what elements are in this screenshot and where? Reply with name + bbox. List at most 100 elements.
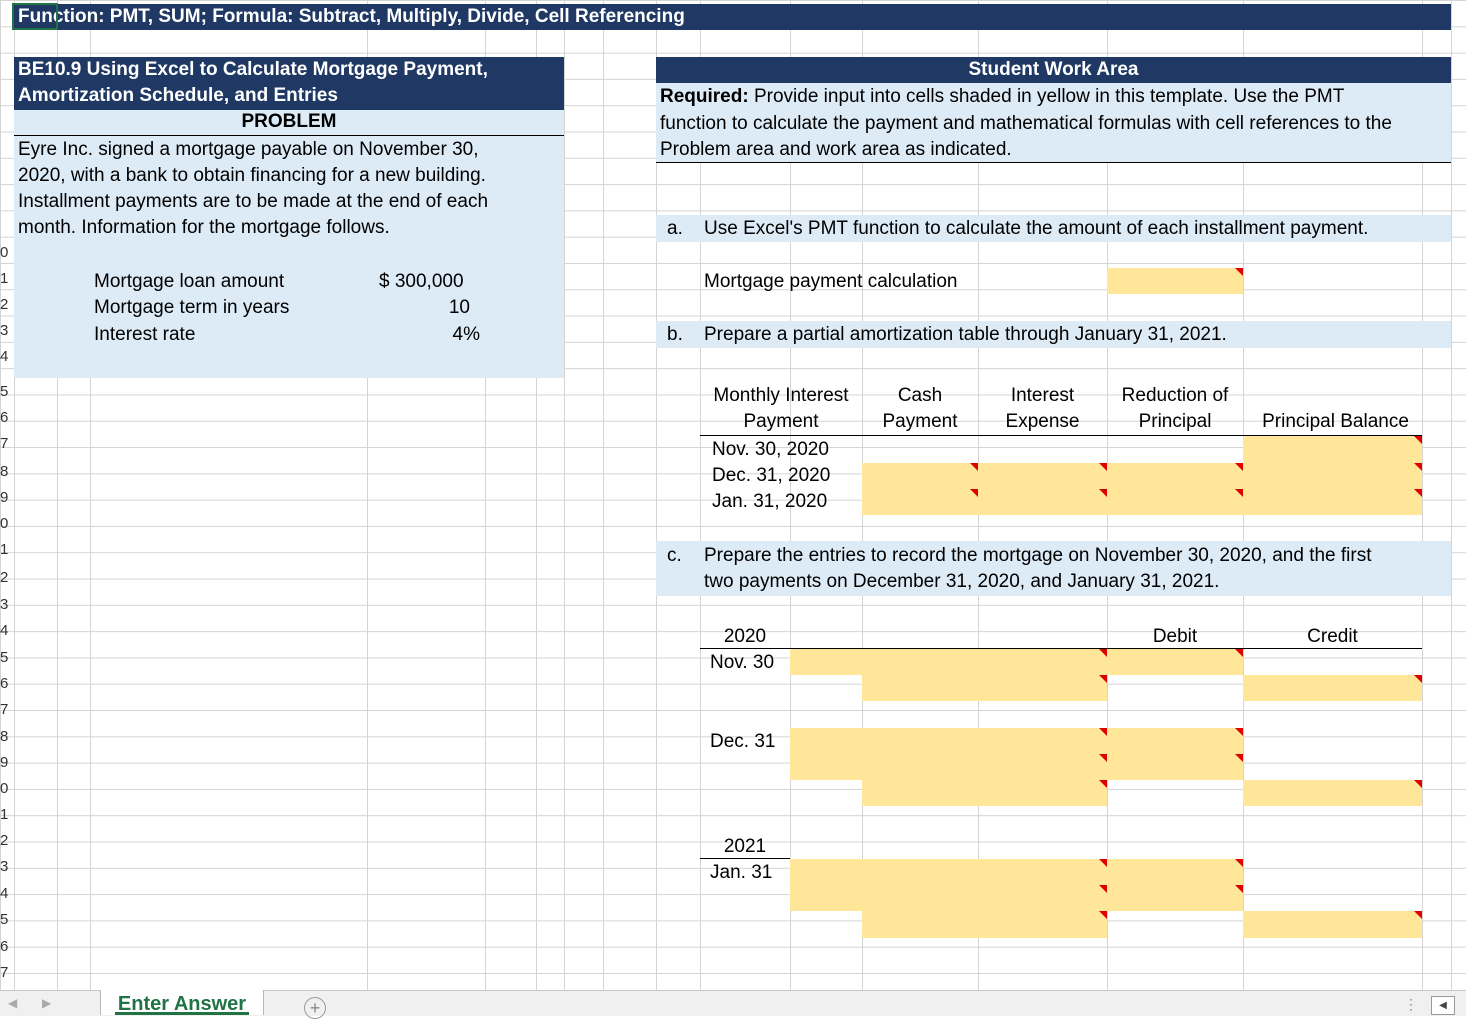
required-label: Required: xyxy=(660,86,749,107)
journal-input-cell[interactable] xyxy=(1243,675,1422,701)
row-number[interactable]: 4 xyxy=(0,622,8,639)
comment-indicator xyxy=(1235,859,1243,867)
problem-desc-line: Eyre Inc. signed a mortgage payable on N… xyxy=(18,139,479,160)
journal-year-rule xyxy=(700,858,790,859)
journal-input-cell[interactable] xyxy=(1243,780,1422,806)
row-number[interactable]: 9 xyxy=(0,489,8,506)
row-number[interactable]: 8 xyxy=(0,463,8,480)
journal-year-2020: 2020 xyxy=(723,626,767,647)
row-number[interactable]: 1 xyxy=(0,541,8,558)
table-header-rule xyxy=(700,435,1422,436)
row-number[interactable]: 3 xyxy=(0,596,8,613)
work-area-header: Student Work Area xyxy=(656,57,1451,83)
part-b-row xyxy=(656,321,1451,348)
scroll-left-button[interactable]: ◀ xyxy=(1431,996,1455,1015)
comment-indicator xyxy=(1099,649,1107,657)
required-block xyxy=(656,83,1451,162)
row-number[interactable]: 5 xyxy=(0,911,8,928)
row-number[interactable]: 0 xyxy=(0,515,8,532)
amort-input-cells[interactable] xyxy=(862,463,1422,515)
amort-row-label: Jan. 31, 2020 xyxy=(712,491,828,512)
col-header-interest-2: Expense xyxy=(1005,411,1080,432)
row-number[interactable]: 0 xyxy=(0,244,8,261)
comment-indicator xyxy=(1414,463,1422,471)
row-number[interactable]: 3 xyxy=(0,858,8,875)
row-number[interactable]: 6 xyxy=(0,675,8,692)
problem-header-rule xyxy=(14,135,564,136)
row-number[interactable]: 0 xyxy=(0,780,8,797)
part-a-letter: a. xyxy=(667,218,683,239)
journal-date-jan31: Jan. 31 xyxy=(710,862,773,883)
row-number[interactable]: 6 xyxy=(0,409,8,426)
journal-input-row[interactable] xyxy=(790,649,1243,675)
part-c-instruction-2: two payments on December 31, 2020, and J… xyxy=(704,571,1220,592)
part-c-instruction: Prepare the entries to record the mortga… xyxy=(704,545,1372,566)
comment-indicator xyxy=(1414,489,1422,497)
payment-input-cell[interactable] xyxy=(1107,268,1243,294)
col-header-interest: Interest xyxy=(1010,385,1075,406)
journal-header-rule xyxy=(700,648,1422,649)
part-b-instruction: Prepare a partial amortization table thr… xyxy=(704,324,1227,345)
journal-input-cell[interactable] xyxy=(862,911,1107,938)
comment-indicator xyxy=(1235,489,1243,497)
row-number[interactable]: 2 xyxy=(0,569,8,586)
gridline xyxy=(1422,0,1423,990)
row-number[interactable]: 2 xyxy=(0,296,8,313)
interest-rate-value[interactable]: 4% xyxy=(452,324,480,345)
col-header-reduction-2: Principal xyxy=(1138,411,1212,432)
journal-input-rows[interactable] xyxy=(790,728,1243,780)
gridline xyxy=(656,0,657,990)
comment-indicator xyxy=(1099,489,1107,497)
gridline xyxy=(603,0,604,990)
next-sheet-arrow-icon[interactable]: ▶ xyxy=(42,996,52,1010)
row-number[interactable]: 9 xyxy=(0,754,8,771)
journal-input-cell[interactable] xyxy=(1243,911,1422,938)
comment-indicator xyxy=(1235,268,1243,276)
prev-sheet-arrow-icon[interactable]: ◀ xyxy=(8,996,18,1010)
comment-indicator xyxy=(1235,885,1243,893)
row-number[interactable]: 4 xyxy=(0,885,8,902)
comment-indicator xyxy=(1099,728,1107,736)
tab-split-handle-icon[interactable]: ⋮ xyxy=(1404,996,1418,1012)
gridline xyxy=(90,0,91,990)
active-cell-selection[interactable] xyxy=(12,3,58,30)
comment-indicator xyxy=(1099,859,1107,867)
banner-text: Function: PMT, SUM; Formula: Subtract, M… xyxy=(18,6,685,27)
row-number[interactable]: 1 xyxy=(0,270,8,287)
comment-indicator xyxy=(970,463,978,471)
loan-amount-label: Mortgage loan amount xyxy=(94,271,285,292)
required-line3: Problem area and work area as indicated. xyxy=(660,139,1012,160)
row-number[interactable]: 7 xyxy=(0,964,8,981)
row-number[interactable]: 1 xyxy=(0,806,8,823)
journal-input-rows[interactable] xyxy=(790,859,1243,911)
problem-desc-line: month. Information for the mortgage foll… xyxy=(18,217,390,238)
row-number[interactable]: 7 xyxy=(0,701,8,718)
row-number[interactable]: 2 xyxy=(0,832,8,849)
journal-input-cell[interactable] xyxy=(862,780,1107,806)
title-banner: Function: PMT, SUM; Formula: Subtract, M… xyxy=(14,4,1451,30)
problem-area xyxy=(14,110,564,378)
amort-input-cell[interactable] xyxy=(1243,436,1422,463)
loan-amount-value[interactable]: $ 300,000 xyxy=(379,271,464,292)
col-header-cash-2: Payment xyxy=(882,411,958,432)
row-number[interactable]: 3 xyxy=(0,322,8,339)
row-number[interactable]: 8 xyxy=(0,728,8,745)
comment-indicator xyxy=(1099,675,1107,683)
comment-indicator xyxy=(1414,911,1422,919)
row-number[interactable]: 6 xyxy=(0,938,8,955)
sheet-tab-enter-answer[interactable]: Enter Answer xyxy=(100,990,264,1015)
add-sheet-button[interactable]: + xyxy=(304,997,326,1019)
row-number[interactable]: 5 xyxy=(0,383,8,400)
comment-indicator xyxy=(1235,754,1243,762)
problem-desc-line: Installment payments are to be made at t… xyxy=(18,191,489,212)
row-number[interactable]: 5 xyxy=(0,649,8,666)
journal-input-cell[interactable] xyxy=(862,675,1107,701)
loan-term-value[interactable]: 10 xyxy=(448,297,470,318)
gridline xyxy=(790,0,791,990)
journal-credit-header: Credit xyxy=(1307,626,1358,647)
amort-row-label: Nov. 30, 2020 xyxy=(712,439,829,460)
amort-row-label: Dec. 31, 2020 xyxy=(712,465,831,486)
row-number[interactable]: 4 xyxy=(0,348,8,365)
row-number[interactable]: 7 xyxy=(0,435,8,452)
comment-indicator xyxy=(1235,728,1243,736)
